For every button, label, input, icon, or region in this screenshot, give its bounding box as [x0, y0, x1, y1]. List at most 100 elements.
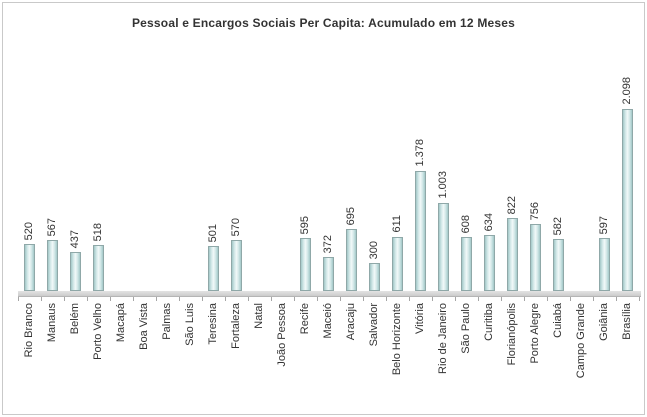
x-axis-label: São Paulo — [460, 303, 473, 354]
x-axis-label: Porto Velho — [92, 303, 105, 360]
bar-column: 437 — [64, 41, 87, 291]
axis-tick — [317, 297, 318, 301]
x-axis-cell: Maceió — [317, 303, 340, 411]
bar-column: 756 — [524, 41, 547, 291]
bar — [438, 203, 449, 291]
bar-column: 300 — [363, 41, 386, 291]
bar-value-label: 567 — [46, 217, 59, 236]
axis-tick — [409, 297, 410, 301]
axis-tick — [432, 297, 433, 301]
x-axis-cell: Salvador — [363, 303, 386, 411]
axis-tick — [294, 297, 295, 301]
x-axis-cell: Rio Branco — [18, 303, 41, 411]
bar-column: 695 — [340, 41, 363, 291]
bar — [323, 257, 334, 291]
axis-tick — [225, 297, 226, 301]
bar — [484, 235, 495, 291]
bar — [70, 252, 81, 291]
bar-value-label: 300 — [368, 240, 381, 259]
x-axis-cell: Florianópolis — [501, 303, 524, 411]
bar — [208, 246, 219, 291]
bar-value-label: 595 — [299, 215, 312, 234]
bar — [553, 239, 564, 291]
x-axis-label: Recife — [299, 303, 312, 335]
x-axis-cell: Cuiabá — [547, 303, 570, 411]
x-axis-label: São Luis — [184, 303, 197, 346]
bar-value-label: 634 — [483, 212, 496, 231]
axis-tick — [386, 297, 387, 301]
bar-value-label: 570 — [230, 217, 243, 236]
bar-column — [133, 41, 156, 291]
bar — [93, 245, 104, 291]
axis-tick — [179, 297, 180, 301]
x-axis-cell: Curitiba — [478, 303, 501, 411]
x-axis-ticks — [18, 297, 641, 301]
x-axis-label: João Pessoa — [276, 303, 289, 367]
bar-column: 2.098 — [616, 41, 639, 291]
x-axis-label: Brasília — [621, 303, 634, 340]
axis-tick — [340, 297, 341, 301]
x-axis-cell: Teresina — [202, 303, 225, 411]
bar — [24, 244, 35, 291]
x-axis-label: Rio de Janeiro — [437, 303, 450, 374]
bar-column — [156, 41, 179, 291]
axis-tick — [18, 297, 19, 301]
bar-column: 582 — [547, 41, 570, 291]
axis-tick — [64, 297, 65, 301]
x-axis-label: Boa Vista — [138, 303, 151, 350]
x-axis-cell: Rio de Janeiro — [432, 303, 455, 411]
x-axis-cell: Fortaleza — [225, 303, 248, 411]
axis-tick — [156, 297, 157, 301]
x-axis-cell: Brasília — [616, 303, 639, 411]
bar — [530, 224, 541, 291]
bar-column: 597 — [593, 41, 616, 291]
axis-tick — [110, 297, 111, 301]
bar-column: 1.378 — [409, 41, 432, 291]
x-axis-label: Macapá — [115, 303, 128, 343]
x-axis-cell: Macapá — [110, 303, 133, 411]
bar-value-label: 437 — [69, 229, 82, 248]
axis-tick — [547, 297, 548, 301]
x-axis-cell: Palmas — [156, 303, 179, 411]
plot-area: 520 567 437 518 501 570 595 372 695 300 611 1.378 1.… — [18, 41, 639, 291]
x-axis-label: Manaus — [46, 303, 59, 343]
axis-tick — [87, 297, 88, 301]
x-axis-label: Campo Grande — [575, 303, 588, 379]
x-axis-line — [18, 291, 641, 297]
x-axis-cell: Natal — [248, 303, 271, 411]
x-axis-label: Curitiba — [483, 303, 496, 341]
x-axis-label: Goiânia — [598, 303, 611, 341]
bar-column: 518 — [87, 41, 110, 291]
axis-tick — [41, 297, 42, 301]
x-axis-cell: Boa Vista — [133, 303, 156, 411]
x-axis-label: Aracaju — [345, 303, 358, 341]
bar — [346, 229, 357, 291]
axis-tick — [271, 297, 272, 301]
x-axis-label: Rio Branco — [23, 303, 36, 358]
bar-column: 567 — [41, 41, 64, 291]
axis-tick — [478, 297, 479, 301]
bar-column: 372 — [317, 41, 340, 291]
bar-value-label: 597 — [598, 215, 611, 234]
x-axis-cell: São Paulo — [455, 303, 478, 411]
bar — [231, 240, 242, 291]
bar-column: 611 — [386, 41, 409, 291]
bar-column — [179, 41, 202, 291]
bar — [47, 240, 58, 291]
bar-column: 520 — [18, 41, 41, 291]
x-axis-label: Maceió — [322, 303, 335, 339]
x-axis-label: Vitória — [414, 303, 427, 334]
axis-tick — [593, 297, 594, 301]
x-axis-cell: Belém — [64, 303, 87, 411]
bar — [369, 263, 380, 291]
bar-value-label: 501 — [207, 223, 220, 242]
axis-tick — [501, 297, 502, 301]
axis-tick — [248, 297, 249, 301]
bar-column — [248, 41, 271, 291]
x-axis-cell: João Pessoa — [271, 303, 294, 411]
bar-value-label: 608 — [460, 214, 473, 233]
bar-value-label: 695 — [345, 206, 358, 225]
bar — [461, 237, 472, 291]
bar-column: 634 — [478, 41, 501, 291]
bar-value-label: 520 — [23, 221, 36, 240]
